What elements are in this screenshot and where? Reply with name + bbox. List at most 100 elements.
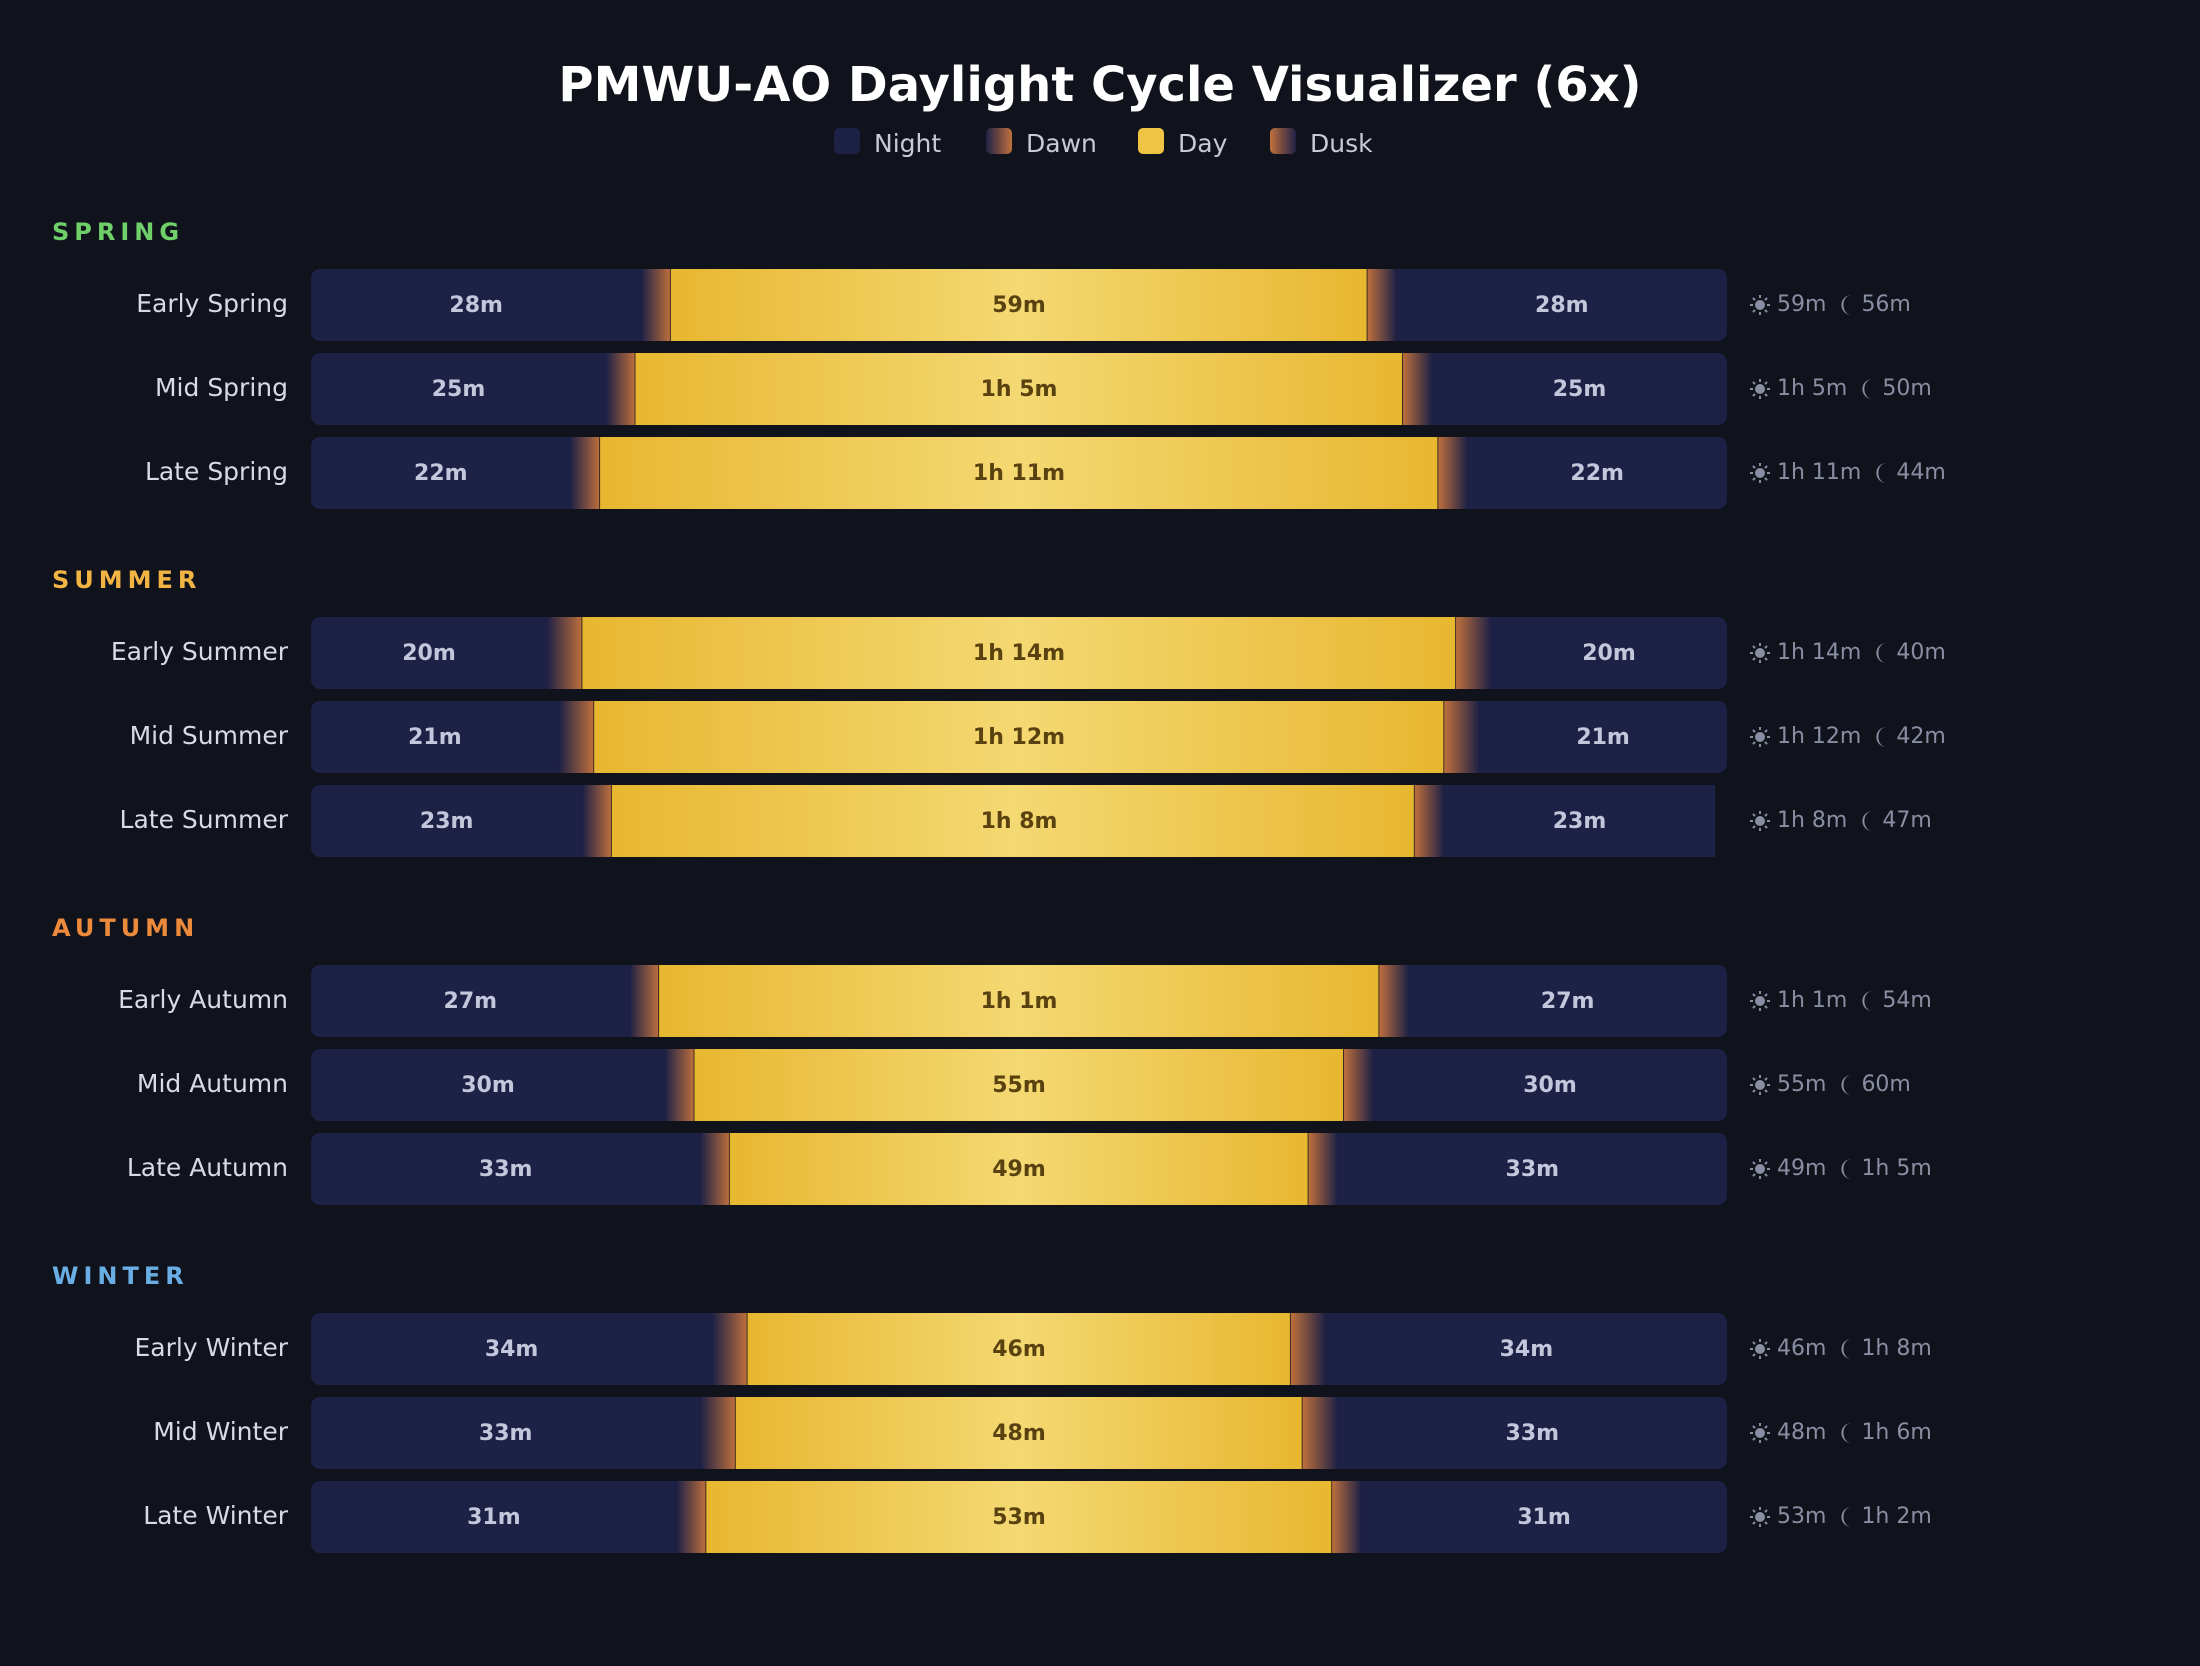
bar-label: 1h 14m (973, 641, 1065, 666)
bar-segment (311, 437, 571, 509)
bar-label: 23m (1553, 809, 1607, 834)
bar-label: 33m (479, 1421, 533, 1446)
sun-icon (1750, 643, 1770, 663)
section-title: SPRING (52, 218, 184, 246)
bar-label: 1h 8m (981, 809, 1058, 834)
bar-segment (1455, 617, 1491, 689)
bar-label: 1h 11m (973, 461, 1065, 486)
sun-label: 55m (1777, 1072, 1826, 1097)
bar-label: 23m (420, 809, 474, 834)
bar-segment (606, 353, 636, 425)
sun-label: 46m (1777, 1336, 1826, 1361)
bar-segment (1302, 1397, 1338, 1469)
bar-segment (311, 701, 559, 773)
row-label: Early Summer (111, 637, 289, 666)
bar-segment (570, 437, 601, 509)
bar-label: 27m (444, 989, 498, 1014)
bar-segment (547, 617, 583, 689)
sun-icon (1750, 379, 1770, 399)
bar-segment (311, 785, 583, 857)
legend-swatch (1270, 128, 1296, 154)
bar-segment (1325, 1313, 1727, 1385)
row-label: Mid Winter (153, 1417, 288, 1446)
row-label: Mid Spring (155, 373, 288, 402)
moon-label: 1h 5m (1861, 1156, 1931, 1181)
bar-segment (659, 965, 1379, 1037)
bar-segment (600, 437, 1438, 509)
bar-row (311, 1133, 1727, 1205)
section-title: WINTER (52, 1262, 189, 1290)
legend-swatch (986, 128, 1012, 154)
bar-row (311, 1481, 1727, 1553)
moon-label: 1h 8m (1861, 1336, 1931, 1361)
sun-label: 49m (1777, 1156, 1826, 1181)
bar-segment (311, 1133, 701, 1205)
bar-row (311, 269, 1727, 341)
section-title: SUMMER (52, 566, 201, 594)
bar-label: 21m (408, 725, 462, 750)
bar-segment (635, 353, 1403, 425)
moon-icon (1841, 1423, 1852, 1443)
sun-icon (1750, 1423, 1770, 1443)
moon-icon (1862, 811, 1873, 831)
moon-icon (1876, 727, 1887, 747)
bar-segment (311, 965, 630, 1037)
sun-icon (1750, 727, 1770, 747)
bar-segment (311, 1049, 665, 1121)
bar-row (311, 1397, 1727, 1469)
bar-label: 53m (992, 1505, 1046, 1530)
bar-label: 33m (479, 1157, 533, 1182)
sun-label: 53m (1777, 1504, 1826, 1529)
moon-icon (1841, 1339, 1852, 1359)
bar-label: 22m (414, 461, 468, 486)
bar-label: 31m (1517, 1505, 1571, 1530)
bar-segment (1432, 353, 1727, 425)
bar-segment (311, 1481, 677, 1553)
bar-row (311, 353, 1727, 425)
bar-segment (594, 701, 1444, 773)
legend-swatch (834, 128, 860, 154)
bar-label: 22m (1570, 461, 1624, 486)
moon-label: 47m (1882, 808, 1931, 833)
bar-segment (1343, 1049, 1373, 1121)
bar-label: 33m (1506, 1157, 1560, 1182)
bar-segment (1396, 269, 1727, 341)
moon-label: 1h 6m (1861, 1420, 1931, 1445)
bar-segment (735, 1397, 1303, 1469)
bar-segment (1408, 965, 1727, 1037)
bar-segment (611, 785, 1415, 857)
sun-label: 1h 5m (1777, 376, 1847, 401)
bar-label: 1h 1m (981, 989, 1058, 1014)
legend-label: Night (874, 129, 941, 158)
moon-label: 56m (1861, 292, 1910, 317)
bar-label: 1h 5m (981, 377, 1058, 402)
sun-icon (1750, 1507, 1770, 1527)
bar-label: 27m (1541, 989, 1595, 1014)
moon-icon (1862, 991, 1873, 1011)
sun-icon (1750, 295, 1770, 315)
bar-label: 33m (1506, 1421, 1560, 1446)
moon-label: 44m (1896, 460, 1945, 485)
bar-segment (665, 1049, 695, 1121)
legend-swatch (1138, 128, 1164, 154)
sun-icon (1750, 811, 1770, 831)
bar-row (311, 965, 1727, 1037)
bar-segment (1402, 353, 1432, 425)
bar-label: 55m (992, 1073, 1046, 1098)
bar-row (311, 437, 1727, 509)
bar-label: 31m (467, 1505, 521, 1530)
bar-label: 59m (992, 293, 1046, 318)
bar-label: 30m (1523, 1073, 1577, 1098)
legend-label: Day (1178, 129, 1228, 158)
bar-row (311, 701, 1727, 773)
row-label: Mid Autumn (137, 1069, 288, 1098)
bar-row (311, 785, 1716, 857)
moon-label: 54m (1882, 988, 1931, 1013)
bar-segment (1337, 1133, 1727, 1205)
bar-label: 49m (992, 1157, 1046, 1182)
bar-segment (1414, 785, 1444, 857)
bar-label: 34m (485, 1337, 539, 1362)
bar-segment (582, 785, 612, 857)
legend-label: Dawn (1026, 129, 1097, 158)
